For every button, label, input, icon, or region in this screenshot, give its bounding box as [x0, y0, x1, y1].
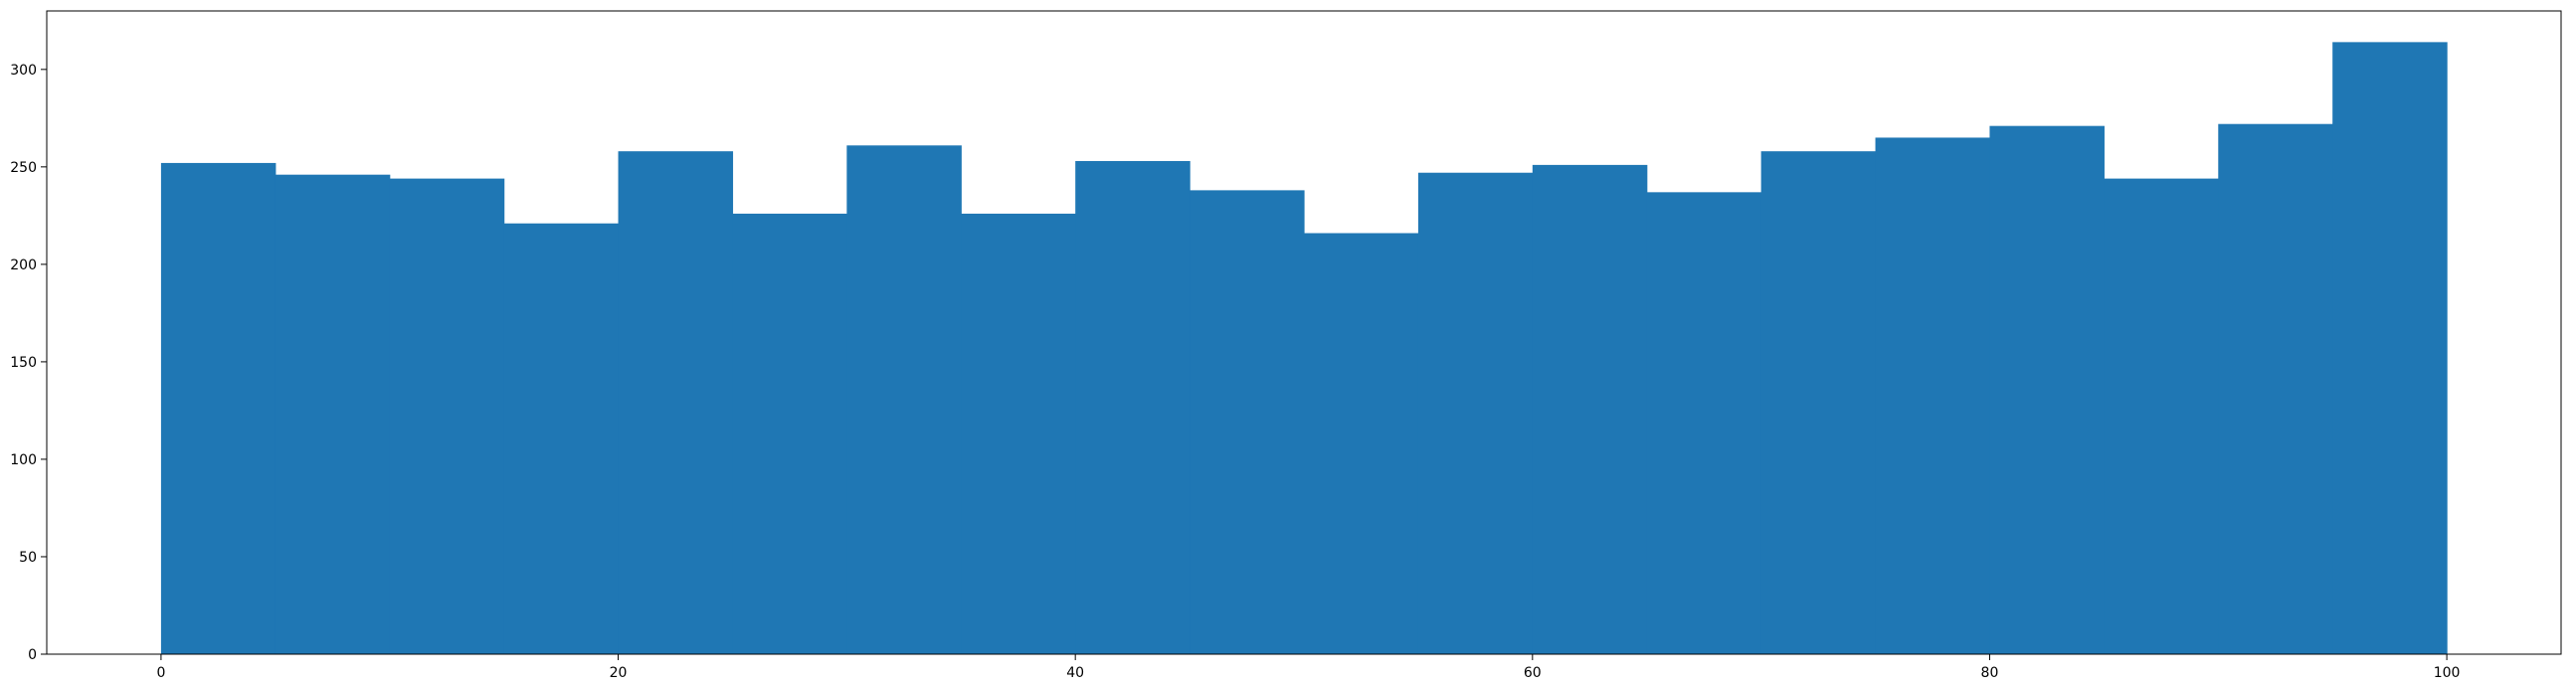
histogram-bar — [961, 213, 1076, 655]
histogram-bar — [618, 151, 734, 654]
histogram-bar — [1532, 164, 1648, 654]
histogram-bar — [1989, 125, 2105, 654]
histogram-bar — [1304, 233, 1419, 654]
y-tick-label: 300 — [10, 63, 37, 79]
y-tick-label: 0 — [28, 647, 37, 663]
x-tick-label: 100 — [2434, 665, 2461, 681]
histogram-bar — [1190, 190, 1305, 654]
y-tick-label: 50 — [19, 550, 37, 566]
histogram-bar — [732, 213, 847, 655]
plot-frame — [46, 10, 2562, 655]
x-tick-label: 60 — [1524, 665, 1542, 681]
histogram-bar — [275, 174, 391, 654]
x-tick-label: 0 — [156, 665, 165, 681]
histogram-bar — [160, 162, 276, 654]
histogram-bar — [2104, 178, 2219, 654]
histogram-bar — [1075, 160, 1191, 654]
y-tick-label: 250 — [10, 160, 37, 176]
histogram-bar — [846, 145, 962, 655]
bars-layer — [160, 42, 2448, 655]
x-tick-label: 80 — [1981, 665, 1999, 681]
x-tick-label: 40 — [1066, 665, 1084, 681]
histogram-bar — [503, 223, 620, 654]
y-tick-label: 200 — [10, 257, 37, 273]
histogram-bar — [1646, 192, 1762, 654]
histogram-bar — [2332, 42, 2448, 655]
histogram-bar — [1417, 172, 1534, 655]
x-tick-label: 20 — [610, 665, 628, 681]
y-tick-label: 150 — [10, 355, 37, 371]
histogram-bar — [389, 178, 505, 654]
histogram-bar — [1875, 137, 1991, 654]
ticks-layer: 0 20 40 60 80 100 0 50 100 150 200 250 300 — [10, 63, 2460, 681]
histogram-bar — [1760, 151, 1877, 654]
y-tick-label: 100 — [10, 452, 37, 468]
histogram-bar — [2218, 123, 2333, 654]
